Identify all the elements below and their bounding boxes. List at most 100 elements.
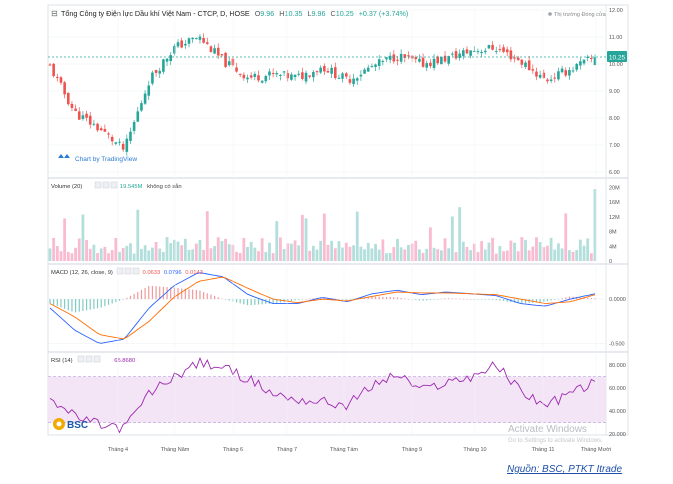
- candle-body[interactable]: [158, 70, 162, 74]
- volume-bar[interactable]: [450, 216, 454, 261]
- candle-body[interactable]: [290, 74, 293, 80]
- volume-bar[interactable]: [578, 239, 582, 261]
- candle-body[interactable]: [546, 79, 549, 82]
- candle-body[interactable]: [586, 56, 589, 59]
- candle-body[interactable]: [516, 57, 520, 61]
- candle-body[interactable]: [136, 111, 140, 122]
- volume-bar[interactable]: [121, 248, 125, 261]
- volume-bar[interactable]: [454, 252, 458, 261]
- candle-body[interactable]: [396, 59, 399, 61]
- candle-body[interactable]: [249, 75, 253, 78]
- volume-bar[interactable]: [498, 246, 502, 261]
- candle-body[interactable]: [279, 75, 282, 77]
- price-candles[interactable]: [48, 33, 597, 156]
- pane-visibility-icon[interactable]: [124, 267, 132, 275]
- volume-bar[interactable]: [293, 240, 297, 261]
- candle-body[interactable]: [48, 64, 52, 66]
- volume-bar[interactable]: [458, 207, 462, 261]
- candle-body[interactable]: [66, 92, 70, 105]
- volume-bar[interactable]: [202, 249, 206, 261]
- volume-bar[interactable]: [509, 240, 513, 261]
- candle-body[interactable]: [118, 141, 121, 143]
- volume-bar[interactable]: [377, 249, 381, 261]
- candle-body[interactable]: [388, 55, 392, 60]
- candle-body[interactable]: [440, 56, 443, 65]
- volume-bar[interactable]: [96, 253, 99, 261]
- volume-bar[interactable]: [337, 241, 341, 261]
- volume-bar[interactable]: [355, 211, 359, 261]
- candle-body[interactable]: [498, 49, 502, 51]
- candle-body[interactable]: [81, 115, 85, 119]
- volume-bar[interactable]: [187, 249, 191, 261]
- volume-bar[interactable]: [560, 248, 564, 261]
- volume-bar[interactable]: [238, 253, 242, 261]
- candle-body[interactable]: [436, 56, 440, 64]
- volume-bar[interactable]: [103, 246, 107, 261]
- volume-bar[interactable]: [260, 238, 264, 261]
- candle-body[interactable]: [195, 38, 198, 40]
- volume-bar[interactable]: [151, 247, 154, 261]
- candle-body[interactable]: [140, 103, 143, 111]
- candle-body[interactable]: [92, 123, 96, 125]
- volume-bar[interactable]: [553, 249, 557, 261]
- candle-body[interactable]: [220, 54, 224, 56]
- candle-body[interactable]: [202, 37, 205, 43]
- source-link[interactable]: Nguồn: BSC, PTKT Itrade: [507, 464, 623, 475]
- volume-bar[interactable]: [52, 237, 56, 261]
- volume-bar[interactable]: [476, 252, 480, 261]
- volume-bar[interactable]: [70, 253, 74, 261]
- candle-body[interactable]: [465, 49, 469, 54]
- candle-body[interactable]: [476, 51, 480, 53]
- volume-bar[interactable]: [363, 249, 366, 261]
- volume-bar[interactable]: [374, 243, 377, 261]
- candle-body[interactable]: [268, 71, 271, 76]
- candle-body[interactable]: [377, 59, 381, 66]
- candle-body[interactable]: [337, 77, 341, 79]
- candle-body[interactable]: [582, 59, 586, 64]
- volume-bar[interactable]: [114, 237, 118, 261]
- volume-bar[interactable]: [253, 247, 257, 261]
- volume-bar[interactable]: [370, 248, 374, 261]
- volume-bar[interactable]: [191, 249, 195, 261]
- volume-bar[interactable]: [469, 250, 473, 261]
- volume-bar[interactable]: [359, 246, 363, 261]
- macd-line[interactable]: [49, 272, 596, 344]
- volume-bar[interactable]: [333, 248, 337, 261]
- volume-bar[interactable]: [549, 237, 553, 261]
- volume-bar[interactable]: [505, 250, 509, 261]
- candle-body[interactable]: [213, 48, 216, 54]
- volume-bar[interactable]: [311, 245, 315, 261]
- volume-bar[interactable]: [341, 247, 345, 261]
- candle-body[interactable]: [425, 63, 429, 68]
- candle-body[interactable]: [564, 70, 568, 76]
- candle-body[interactable]: [491, 44, 494, 50]
- candle-body[interactable]: [132, 121, 136, 131]
- volume-bar[interactable]: [527, 250, 531, 261]
- volume-bar[interactable]: [542, 247, 546, 261]
- candle-body[interactable]: [385, 57, 388, 60]
- candle-body[interactable]: [557, 71, 560, 80]
- volume-bar[interactable]: [77, 238, 81, 261]
- candle-body[interactable]: [187, 38, 191, 44]
- volume-bar[interactable]: [99, 248, 103, 261]
- candle-body[interactable]: [308, 75, 311, 77]
- candle-body[interactable]: [114, 142, 118, 144]
- candle-body[interactable]: [260, 80, 264, 83]
- volume-bar[interactable]: [158, 248, 162, 261]
- volume-bar[interactable]: [136, 209, 140, 261]
- volume-bar[interactable]: [165, 237, 169, 261]
- candle-body[interactable]: [99, 128, 103, 131]
- candle-body[interactable]: [246, 77, 249, 80]
- candle-body[interactable]: [59, 77, 63, 83]
- candle-body[interactable]: [330, 67, 333, 74]
- candle-body[interactable]: [494, 50, 498, 52]
- candle-body[interactable]: [227, 61, 231, 66]
- candle-body[interactable]: [414, 57, 418, 60]
- volume-bar[interactable]: [304, 218, 308, 261]
- candle-body[interactable]: [549, 79, 553, 81]
- candle-body[interactable]: [184, 43, 187, 46]
- candle-body[interactable]: [235, 67, 238, 72]
- volume-bar[interactable]: [227, 244, 231, 261]
- candle-body[interactable]: [77, 111, 81, 120]
- volume-bar[interactable]: [388, 253, 392, 261]
